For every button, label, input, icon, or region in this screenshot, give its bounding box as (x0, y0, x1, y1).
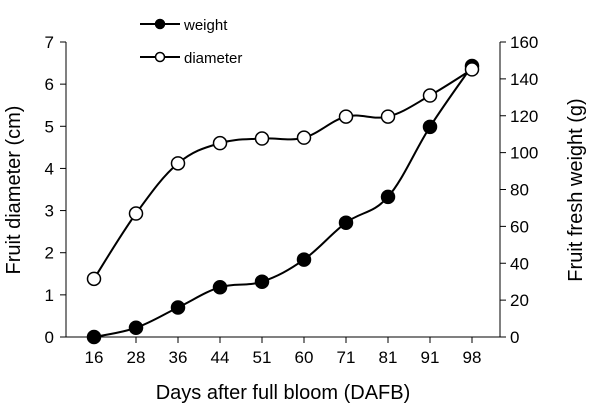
y-right-tick-label: 160 (510, 33, 538, 52)
y-left-tick-label: 5 (45, 117, 54, 136)
y-right-tick-label: 120 (510, 107, 538, 126)
x-tick-label: 51 (253, 348, 272, 367)
y-right-tick-label: 80 (510, 181, 529, 200)
y-right-tick-label: 140 (510, 70, 538, 89)
data-point-weight (128, 320, 144, 336)
data-point-weight (296, 252, 312, 267)
y-axis-right-title: Fruit fresh weight (g) (565, 98, 587, 281)
data-point-diameter (86, 271, 102, 287)
data-point-weight (254, 274, 270, 289)
y-left-tick-label: 4 (45, 159, 54, 178)
legend-marker-diameter (154, 51, 166, 63)
data-point-diameter (128, 206, 144, 221)
y-right-tick-label: 100 (510, 144, 538, 163)
y-left-tick-label: 2 (45, 244, 54, 263)
data-point-diameter (254, 131, 270, 146)
legend-label-diameter: diameter (184, 50, 242, 67)
x-tick-label: 28 (127, 348, 146, 367)
y-right-tick-label: 0 (510, 328, 519, 347)
y-right-tick-label: 60 (510, 217, 529, 236)
legend: weight diameter (140, 17, 242, 67)
y-left-ticks: 0 1 2 3 4 5 6 7 (45, 33, 66, 347)
data-point-weight (380, 189, 396, 205)
y-left-tick-label: 3 (45, 202, 54, 221)
series-line-weight (93, 65, 473, 338)
data-point-weight (338, 215, 354, 230)
y-right-tick-label: 20 (510, 291, 529, 310)
x-tick-label: 71 (337, 348, 356, 367)
data-point-diameter (338, 109, 354, 124)
x-tick-label: 36 (169, 348, 188, 367)
y-left-tick-label: 6 (45, 75, 54, 94)
series-line-diameter (93, 68, 473, 280)
data-point-weight (86, 329, 102, 345)
data-point-diameter (464, 62, 480, 77)
x-ticks: 16 28 36 44 51 60 71 81 91 98 (85, 337, 482, 367)
legend-marker-weight (154, 18, 166, 30)
data-point-diameter (296, 130, 312, 145)
legend-item-diameter: diameter (140, 50, 242, 67)
x-tick-label: 98 (463, 348, 482, 367)
y-right-ticks: 0 20 40 60 80 100 120 140 160 (500, 33, 538, 347)
data-point-diameter (422, 88, 438, 103)
y-left-tick-label: 0 (45, 328, 54, 347)
x-tick-label: 91 (421, 348, 440, 367)
y-right-tick-label: 40 (510, 254, 529, 273)
data-point-weight (170, 300, 186, 315)
series-layer (86, 58, 480, 345)
x-axis-title: Days after full bloom (DAFB) (156, 382, 411, 404)
legend-label-weight: weight (183, 17, 228, 34)
axes (65, 42, 501, 338)
x-tick-label: 81 (379, 348, 398, 367)
y-axis-left-title: Fruit diameter (cm) (3, 106, 25, 275)
x-tick-label: 44 (211, 348, 230, 367)
data-point-weight (212, 279, 228, 295)
y-left-tick-label: 1 (45, 286, 54, 305)
y-left-tick-label: 7 (45, 33, 54, 52)
legend-item-weight: weight (140, 17, 228, 34)
data-point-diameter (170, 156, 186, 171)
data-point-diameter (380, 109, 396, 124)
x-tick-label: 60 (295, 348, 314, 367)
data-point-diameter (212, 135, 228, 151)
x-tick-label: 16 (85, 348, 104, 367)
data-point-weight (422, 119, 438, 135)
